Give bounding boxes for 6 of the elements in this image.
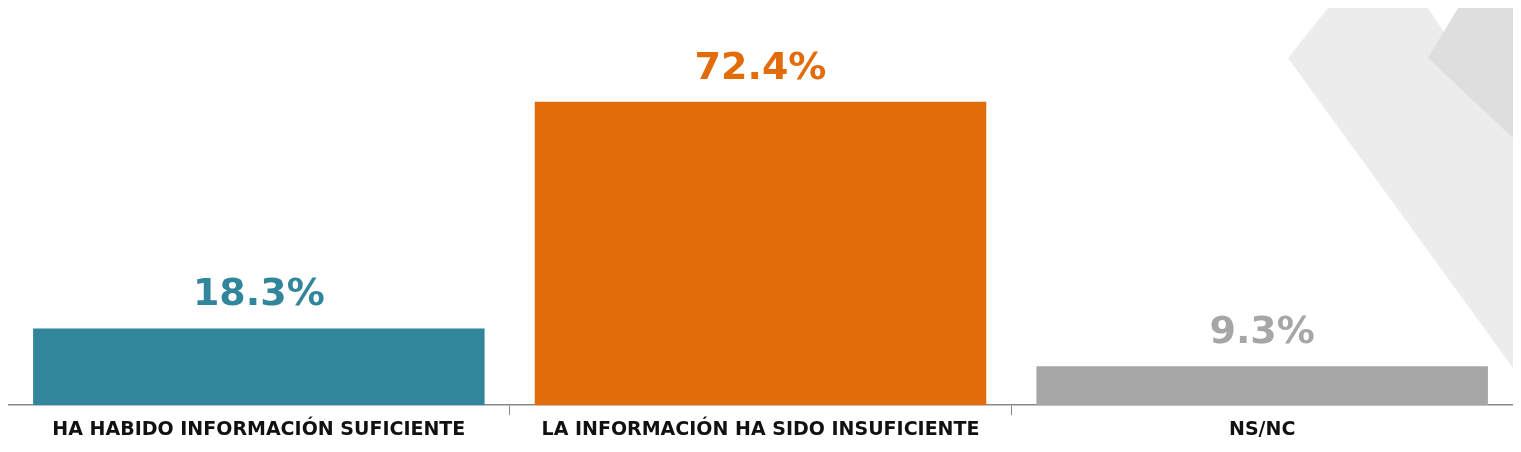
x-tick-label: NS/NC [1228, 416, 1296, 439]
x-tick-label: HA HABIDO INFORMACIÓN SUFICIENTE [52, 415, 466, 439]
data-label: 18.3% [192, 270, 325, 315]
data-label: 9.3% [1209, 308, 1315, 353]
x-tick-label: LA INFORMACIÓN HA SIDO INSUFICIENTE [541, 415, 980, 439]
data-label: 72.4% [694, 43, 827, 88]
